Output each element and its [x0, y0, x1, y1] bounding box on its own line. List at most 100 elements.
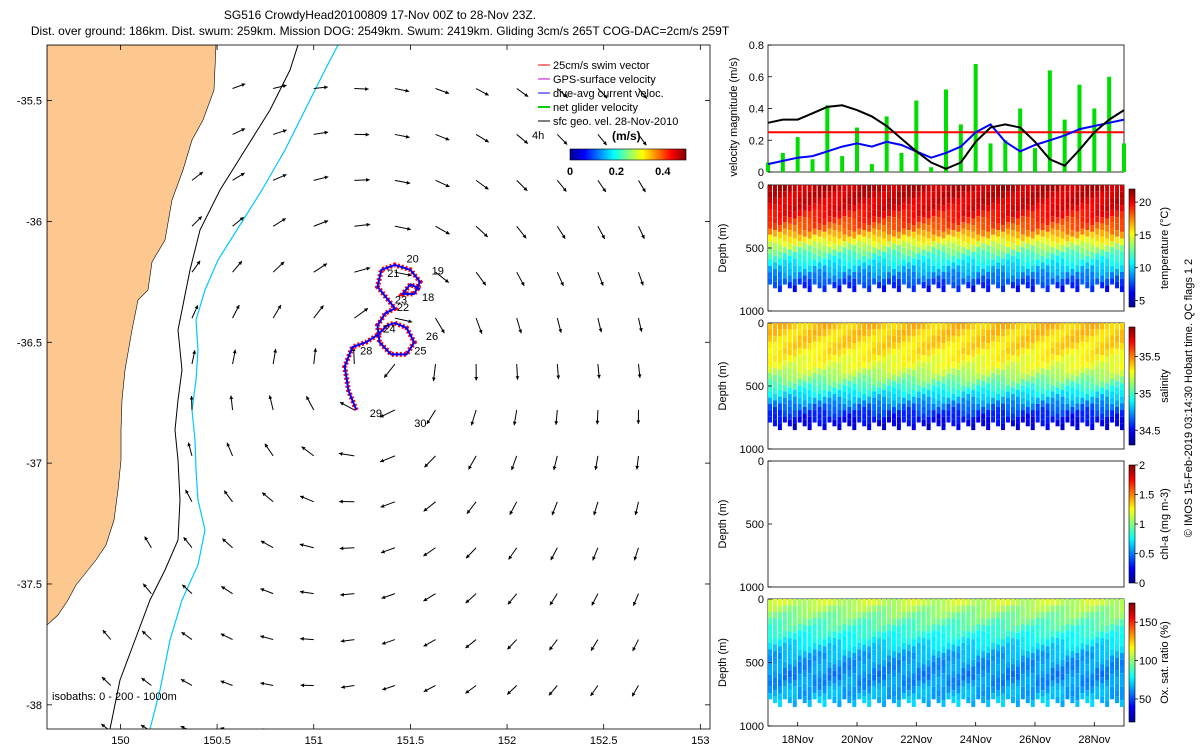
velocity-arrowhead	[554, 421, 559, 425]
colorbar-tick-label: 1	[1139, 519, 1145, 531]
velocity-arrowhead	[185, 489, 189, 494]
velocity-arrowhead	[300, 636, 304, 641]
velocity-arrowhead	[101, 677, 106, 681]
velocity-arrowhead	[632, 738, 636, 742]
velocity-y-tick-label: 0.2	[749, 135, 764, 147]
velocity-arrowhead	[518, 329, 523, 334]
imos-credit: © IMOS 15-Feb-2019 03:14:30 Hobart time.…	[1183, 259, 1195, 537]
depth-axis-label: Depth (m)	[717, 638, 729, 687]
depth-tick-label: 1000	[740, 721, 764, 733]
velocity-series	[766, 64, 1126, 172]
net-glider-bar	[944, 89, 948, 172]
velocity-arrowhead	[642, 141, 647, 146]
velocity-arrowhead	[632, 692, 636, 697]
velocity-arrowhead	[194, 305, 199, 310]
track-day-label: 30	[414, 418, 426, 430]
velocity-arrowhead	[324, 85, 328, 90]
net-glider-bar	[1047, 70, 1052, 172]
velocity-arrowhead	[198, 172, 203, 176]
velocity-arrow	[383, 731, 395, 735]
velocity-arrowhead	[222, 538, 227, 543]
velocity-arrowhead	[101, 723, 106, 728]
velocity-arrowhead	[340, 402, 345, 406]
velocity-arrowhead	[408, 319, 413, 324]
velocity-arrowhead	[381, 549, 386, 554]
velocity-arrowhead	[280, 261, 285, 266]
velocity-arrowhead	[440, 329, 445, 334]
velocity-arrowhead	[445, 183, 450, 188]
legend-gps: GPS-surface velocity	[553, 74, 656, 86]
velocity-arrowhead	[239, 217, 244, 221]
title-line-1: SG516 CrowdyHead20100809 17-Nov 00Z to 2…	[223, 8, 537, 22]
colorbar-tick-label: 5	[1139, 295, 1145, 307]
velocity-ylabel: velocity magnitude (m/s)	[728, 57, 740, 176]
velocity-arrowhead	[262, 492, 267, 497]
velocity-arrowhead	[220, 727, 225, 729]
colorbar-tick-label: 20	[1139, 197, 1151, 209]
net-glider-bar	[1003, 140, 1008, 172]
velocity-arrowhead	[634, 511, 639, 516]
net-glider-bar	[958, 124, 963, 172]
colorbar-tick-label: 0.5	[1139, 549, 1154, 561]
velocity-arrowhead	[319, 305, 324, 310]
velocity-arrowhead	[363, 308, 368, 312]
colorbar-tick-label: 100	[1139, 656, 1157, 668]
velocity-arrowhead	[466, 509, 471, 514]
depth-tick-label: 1000	[740, 306, 764, 318]
net-glider-bar	[766, 162, 770, 172]
velocity-arrowhead	[365, 132, 370, 137]
velocity-y-tick-label: 0.4	[749, 104, 764, 116]
velocity-arrowhead	[300, 683, 305, 688]
velocity-ticks: 0 0.2 0.4 0.6 0.8	[749, 40, 772, 179]
velocity-arrowhead	[597, 374, 601, 379]
velocity-arrowhead	[591, 601, 596, 606]
velocity-arrowhead	[338, 452, 343, 456]
velocity-arrowhead	[342, 731, 346, 735]
velocity-arrowhead	[482, 281, 486, 286]
track-day-label: 26	[426, 331, 438, 343]
velocity-arrowhead	[405, 134, 410, 139]
colorbar-label: salinity	[1159, 369, 1171, 403]
net-glider-bar	[810, 159, 815, 172]
velocity-arrowhead	[509, 510, 514, 515]
velocity-arrowhead	[381, 641, 386, 645]
velocity-arrowhead	[561, 234, 566, 239]
velocity-arrowhead	[600, 281, 604, 286]
net-glider-bar	[840, 156, 845, 172]
track-day-label: 20	[407, 254, 419, 266]
velocity-arrow	[424, 731, 436, 737]
velocity-arrowhead	[181, 632, 186, 636]
velocity-arrowhead	[102, 630, 107, 634]
velocity-arrowhead	[300, 495, 305, 500]
map-x-tick-label: 152.5	[590, 735, 618, 747]
velocity-y-tick-label: 0.8	[749, 40, 764, 52]
track-day-label: 24	[383, 324, 395, 336]
velocity-arrowhead	[241, 83, 246, 87]
velocity-y-tick-label: 0.6	[749, 72, 764, 84]
velocity-arrowhead	[484, 185, 489, 190]
colorbar-label: temperature (°C)	[1159, 207, 1171, 289]
velocity-arrowhead	[484, 138, 489, 143]
geostrophic-velocity-arrows	[100, 83, 648, 742]
colorbar-label: Ox. sat. ratio (%)	[1159, 621, 1171, 704]
velocity-arrowhead	[384, 373, 388, 378]
velocity-arrowhead	[142, 630, 147, 635]
title-line-2: Dist. over ground: 186km. Dist. swum: 25…	[30, 24, 730, 38]
colorbar-tick-label: 35	[1139, 388, 1151, 400]
net-glider-bar	[780, 152, 785, 172]
velocity-arrowhead	[366, 222, 371, 227]
velocity-arrowhead	[366, 266, 371, 271]
map-y-tick-label: -36.5	[17, 337, 42, 349]
velocity-arrowhead	[189, 395, 194, 400]
depth-tick-label: 1000	[740, 582, 764, 594]
velocity-arrow	[549, 731, 558, 740]
time-tick-label: 26Nov	[1019, 734, 1051, 746]
velocity-arrowhead	[380, 458, 385, 463]
time-tick-label: 28Nov	[1078, 734, 1110, 746]
velocity-arrowhead	[339, 499, 343, 504]
velocity-arrowhead	[593, 511, 597, 516]
velocity-arrowhead	[563, 140, 568, 145]
velocity-arrowhead	[365, 87, 369, 91]
velocity-arrowhead	[196, 260, 201, 265]
